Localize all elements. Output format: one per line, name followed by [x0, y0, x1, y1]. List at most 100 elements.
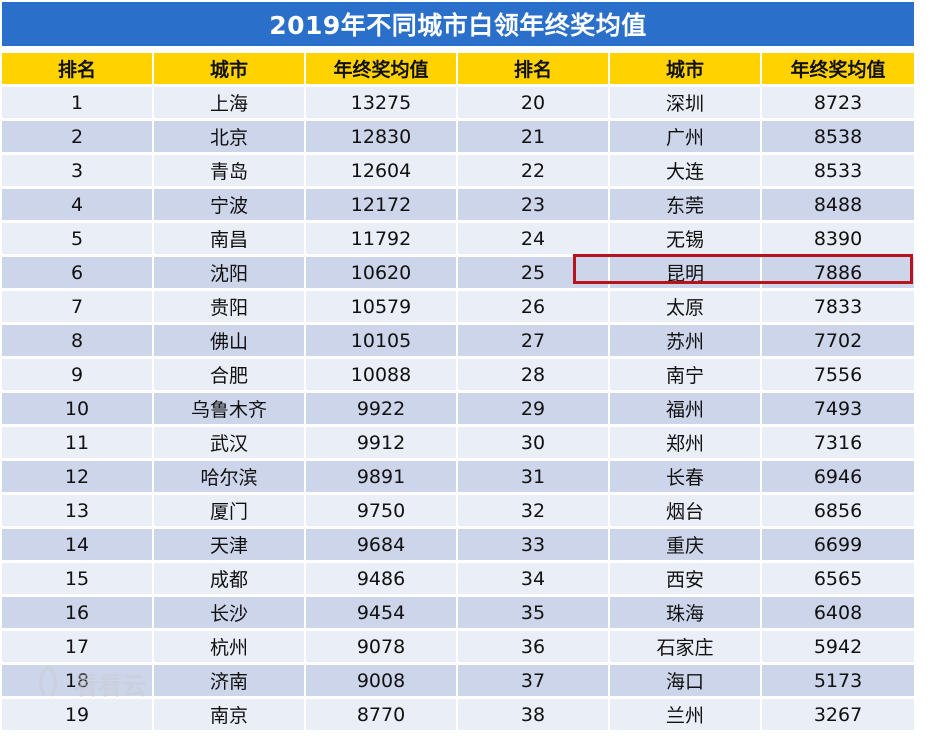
cell-bonus-left: 9454 [306, 597, 458, 628]
cell-city-left: 北京 [154, 121, 306, 152]
cell-rank-left: 19 [2, 699, 154, 730]
cell-rank-left: 8 [2, 325, 154, 356]
cell-city-left: 贵阳 [154, 291, 306, 322]
cell-city-left: 杭州 [154, 631, 306, 662]
cell-city-left: 乌鲁木齐 [154, 393, 306, 424]
cell-city-right: 昆明 [610, 257, 762, 288]
cell-city-right: 苏州 [610, 325, 762, 356]
cell-bonus-left: 9684 [306, 529, 458, 560]
cell-rank-right: 24 [458, 223, 610, 254]
cell-bonus-right: 8538 [762, 121, 914, 152]
table-row: 7 贵阳 10579 26 太原 7833 [2, 291, 914, 322]
cell-bonus-left: 9922 [306, 393, 458, 424]
cell-rank-right: 32 [458, 495, 610, 526]
table-row: 16 长沙 9454 35 珠海 6408 [2, 597, 914, 628]
cell-city-left: 佛山 [154, 325, 306, 356]
cell-bonus-left: 9891 [306, 461, 458, 492]
cell-city-left: 天津 [154, 529, 306, 560]
cell-rank-right: 23 [458, 189, 610, 220]
cell-rank-right: 25 [458, 257, 610, 288]
cell-city-left: 南昌 [154, 223, 306, 254]
cell-bonus-left: 12172 [306, 189, 458, 220]
cell-bonus-left: 9912 [306, 427, 458, 458]
cell-rank-right: 20 [458, 87, 610, 118]
cell-city-left: 青岛 [154, 155, 306, 186]
cell-rank-left: 12 [2, 461, 154, 492]
table-row: 12 哈尔滨 9891 31 长春 6946 [2, 461, 914, 492]
cell-bonus-left: 9750 [306, 495, 458, 526]
table-row: 6 沈阳 10620 25 昆明 7886 [2, 257, 914, 288]
cell-rank-left: 11 [2, 427, 154, 458]
cell-bonus-right: 8533 [762, 155, 914, 186]
cell-bonus-left: 9008 [306, 665, 458, 696]
cell-city-right: 兰州 [610, 699, 762, 730]
cell-city-right: 海口 [610, 665, 762, 696]
cell-bonus-right: 6408 [762, 597, 914, 628]
cell-city-left: 上海 [154, 87, 306, 118]
table-row: 3 青岛 12604 22 大连 8533 [2, 155, 914, 186]
cell-city-right: 西安 [610, 563, 762, 594]
cell-city-right: 东莞 [610, 189, 762, 220]
cell-rank-right: 26 [458, 291, 610, 322]
cell-rank-right: 29 [458, 393, 610, 424]
cell-rank-left: 4 [2, 189, 154, 220]
header-rank-right: 排名 [458, 53, 610, 84]
cell-rank-right: 22 [458, 155, 610, 186]
cell-bonus-left: 10105 [306, 325, 458, 356]
table-body: 1 上海 13275 20 深圳 8723 2 北京 12830 21 广州 8538 3 青岛 12604… [2, 87, 914, 730]
cell-rank-left: 3 [2, 155, 154, 186]
cell-rank-left: 10 [2, 393, 154, 424]
cell-bonus-right: 8390 [762, 223, 914, 254]
cell-bonus-left: 10620 [306, 257, 458, 288]
cell-city-left: 济南 [154, 665, 306, 696]
cell-bonus-right: 3267 [762, 699, 914, 730]
cell-city-right: 重庆 [610, 529, 762, 560]
cell-rank-right: 34 [458, 563, 610, 594]
cell-rank-right: 28 [458, 359, 610, 390]
header-rank-left: 排名 [2, 53, 154, 84]
table-row: 18 济南 9008 37 海口 5173 [2, 665, 914, 696]
cell-city-right: 石家庄 [610, 631, 762, 662]
cell-bonus-right: 8488 [762, 189, 914, 220]
cell-bonus-left: 10088 [306, 359, 458, 390]
cell-city-right: 深圳 [610, 87, 762, 118]
cell-rank-right: 30 [458, 427, 610, 458]
table-row: 13 厦门 9750 32 烟台 6856 [2, 495, 914, 526]
cell-city-right: 大连 [610, 155, 762, 186]
table-row: 8 佛山 10105 27 苏州 7702 [2, 325, 914, 356]
cell-city-right: 广州 [610, 121, 762, 152]
cell-bonus-left: 10579 [306, 291, 458, 322]
header-city-left: 城市 [154, 53, 306, 84]
cell-city-left: 哈尔滨 [154, 461, 306, 492]
table-row: 19 南京 8770 38 兰州 3267 [2, 699, 914, 730]
cell-city-right: 福州 [610, 393, 762, 424]
cell-city-left: 宁波 [154, 189, 306, 220]
cell-city-right: 郑州 [610, 427, 762, 458]
cell-rank-left: 17 [2, 631, 154, 662]
header-bonus-right: 年终奖均值 [762, 53, 914, 84]
cell-rank-left: 18 [2, 665, 154, 696]
cell-city-right: 太原 [610, 291, 762, 322]
cell-rank-right: 36 [458, 631, 610, 662]
cell-rank-right: 31 [458, 461, 610, 492]
cell-city-right: 珠海 [610, 597, 762, 628]
table-header-row: 排名 城市 年终奖均值 排名 城市 年终奖均值 [2, 53, 914, 84]
cell-bonus-left: 12830 [306, 121, 458, 152]
cell-bonus-right: 7886 [762, 257, 914, 288]
cell-rank-right: 37 [458, 665, 610, 696]
cell-city-right: 南宁 [610, 359, 762, 390]
cell-bonus-right: 7316 [762, 427, 914, 458]
cell-rank-right: 33 [458, 529, 610, 560]
cell-rank-left: 13 [2, 495, 154, 526]
cell-rank-right: 35 [458, 597, 610, 628]
cell-bonus-right: 6946 [762, 461, 914, 492]
cell-bonus-left: 9486 [306, 563, 458, 594]
cell-city-left: 成都 [154, 563, 306, 594]
cell-rank-right: 27 [458, 325, 610, 356]
cell-city-left: 厦门 [154, 495, 306, 526]
table-row: 11 武汉 9912 30 郑州 7316 [2, 427, 914, 458]
cell-city-left: 长沙 [154, 597, 306, 628]
cell-rank-right: 38 [458, 699, 610, 730]
table-row: 17 杭州 9078 36 石家庄 5942 [2, 631, 914, 662]
cell-rank-left: 2 [2, 121, 154, 152]
